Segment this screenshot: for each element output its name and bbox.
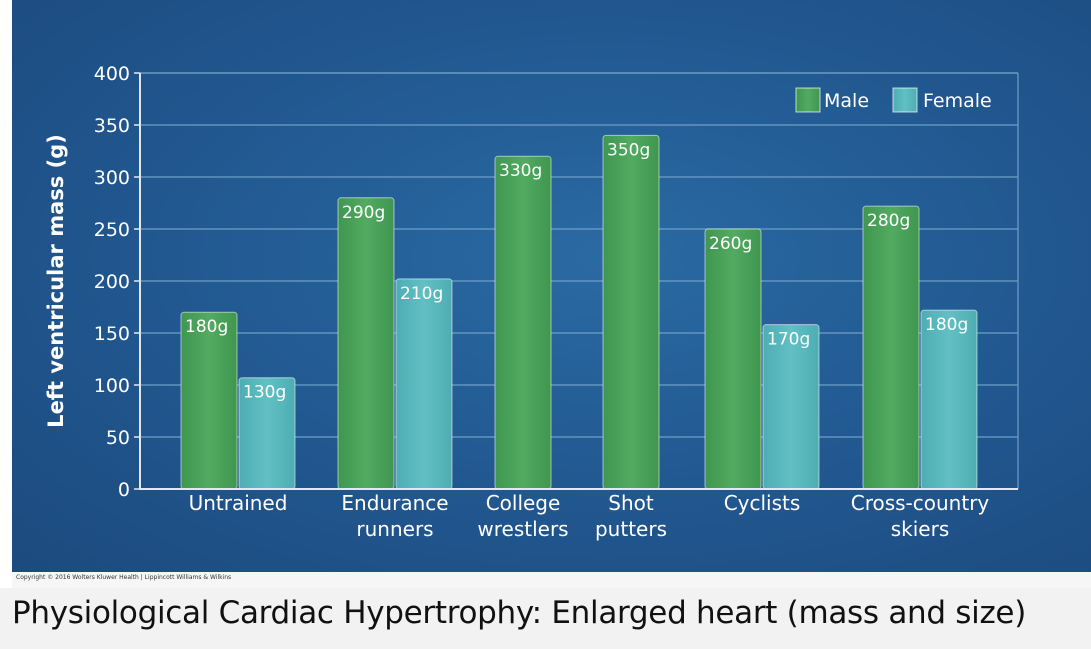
category-label: Cross-country (851, 491, 990, 515)
value-label: 170g (767, 330, 810, 350)
y-tick-label: 50 (106, 427, 130, 449)
legend-swatch-female (892, 87, 918, 113)
bar-male (862, 205, 920, 490)
category-label: Endurance (341, 491, 448, 515)
value-labels: 180g 130g 290g 210g 330g 350g 260g 170g 280g 180g (185, 140, 968, 402)
category-label: putters (595, 517, 667, 541)
bar-male (602, 134, 660, 490)
bars (180, 134, 978, 490)
copyright-text: Copyright © 2016 Wolters Kluwer Health |… (16, 574, 232, 581)
category-label: Shot (608, 491, 654, 515)
category-label: Untrained (189, 491, 288, 515)
value-label: 260g (709, 234, 752, 254)
legend-label: Male (824, 90, 869, 112)
y-tick-label: 400 (94, 63, 130, 85)
caption-bar (0, 588, 1091, 649)
bar-male (180, 311, 238, 490)
y-axis-title: Left ventricular mass (g) (44, 134, 68, 428)
legend-label: Female (923, 90, 992, 112)
value-label: 290g (342, 203, 385, 223)
y-tick-label: 250 (94, 219, 130, 241)
y-tick-label: 150 (94, 323, 130, 345)
legend: Male Female (795, 87, 992, 113)
slide-caption: Physiological Cardiac Hypertrophy: Enlar… (12, 595, 1026, 631)
value-label: 210g (400, 284, 443, 304)
legend-swatch-male (795, 87, 821, 113)
value-label: 330g (499, 161, 542, 181)
bar-male (494, 155, 552, 490)
bar-female (920, 309, 978, 490)
bar-male (704, 228, 762, 490)
category-label: College (486, 491, 561, 515)
value-label: 180g (185, 317, 228, 337)
category-label: runners (356, 517, 433, 541)
value-label: 130g (243, 383, 286, 403)
y-tick-label: 0 (118, 479, 130, 501)
category-label: wrestlers (477, 517, 568, 541)
value-label: 180g (925, 315, 968, 335)
bar-chart: Left ventricular mass (g) 180g 130g 290g 21… (44, 63, 1019, 541)
category-label: Cyclists (724, 491, 801, 515)
y-axis-ticks: 0 50 100 150 200 250 300 350 400 (94, 63, 1018, 501)
y-tick-label: 100 (94, 375, 130, 397)
y-tick-label: 300 (94, 167, 130, 189)
bar-male (337, 197, 395, 490)
copyright-strip (12, 572, 1091, 588)
bar-female (395, 278, 453, 490)
value-label: 280g (867, 211, 910, 231)
value-label: 350g (607, 140, 650, 160)
y-tick-label: 350 (94, 115, 130, 137)
category-label: skiers (891, 517, 950, 541)
y-tick-label: 200 (94, 271, 130, 293)
